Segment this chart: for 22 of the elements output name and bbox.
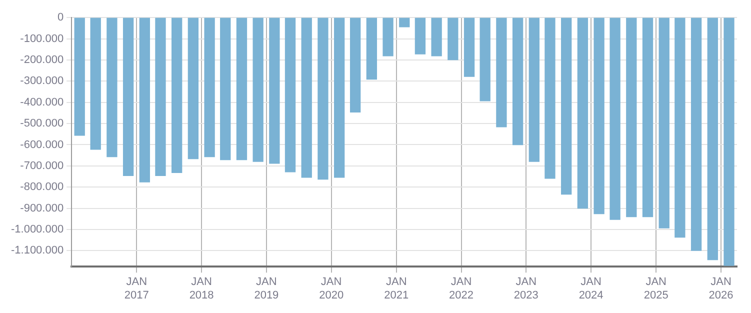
x-tick-label: JAN 2026 — [708, 276, 734, 302]
y-tick-label: -1.100.000 — [10, 244, 64, 257]
y-tick-label: -100.000 — [20, 32, 64, 45]
x-tick-label: JAN 2021 — [384, 276, 409, 302]
y-tick-label: -700.000 — [20, 160, 64, 172]
y-tick-label: -200.000 — [20, 54, 64, 66]
y-tick-label: -400.000 — [20, 96, 64, 108]
y-tick-label: -800.000 — [20, 181, 64, 194]
y-tick-label: -900.000 — [20, 202, 64, 214]
y-tick-label: -300.000 — [20, 75, 64, 88]
y-tick-label: -1.000.000 — [10, 224, 64, 236]
x-tick-label: JAN 2017 — [124, 276, 149, 302]
x-tick-label: JAN 2025 — [644, 276, 668, 302]
x-tick-label: JAN 2020 — [319, 276, 344, 302]
y-tick-label: 0 — [57, 12, 64, 24]
y-tick-label: -500.000 — [20, 118, 64, 130]
x-tick-label: JAN 2023 — [514, 276, 538, 302]
x-tick-label: JAN 2018 — [189, 276, 214, 302]
x-tick-label: JAN 2024 — [578, 276, 604, 302]
x-tick-label: JAN 2022 — [449, 276, 474, 302]
x-tick-label: JAN 2019 — [254, 276, 279, 302]
y-tick-label: -600.000 — [20, 138, 64, 151]
